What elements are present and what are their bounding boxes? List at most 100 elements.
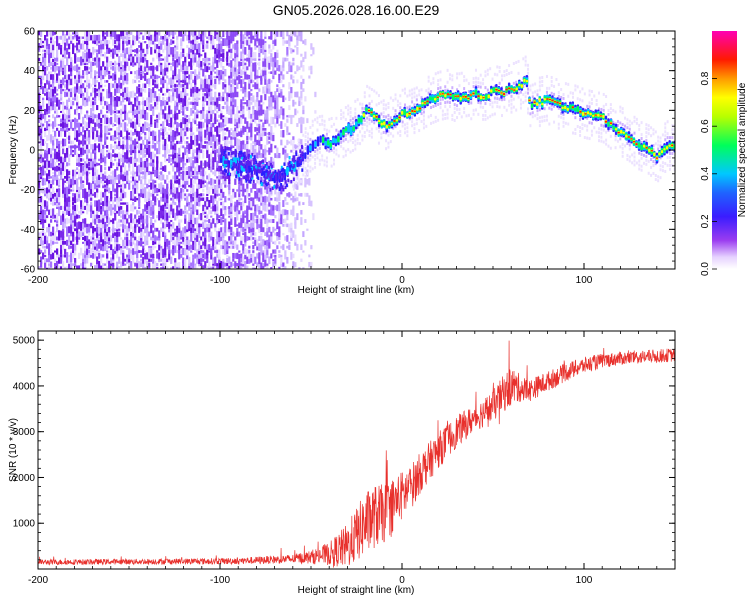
spectrogram-cell [258, 222, 261, 228]
spectrogram-cell [196, 40, 199, 44]
spectrogram-cell [226, 117, 229, 124]
spectrogram-cell [196, 166, 199, 171]
spectrogram-cell [92, 130, 95, 138]
spectrogram-cell [112, 51, 115, 59]
spectrogram-cell [128, 65, 131, 71]
spectrogram-cell [312, 47, 315, 55]
spectrogram-cell [78, 175, 81, 180]
spectrogram-cell [162, 184, 165, 188]
spectrogram-cell [224, 173, 227, 182]
spectrogram-halo-cell [354, 99, 357, 103]
spectrogram-cell [166, 266, 169, 269]
spectrogram-cell [86, 34, 89, 41]
spectrogram-cell [184, 61, 187, 66]
spectrogram-cell [106, 153, 109, 158]
spectrogram-cell [234, 60, 237, 68]
spectrogram-cell [264, 182, 267, 190]
spectrogram-cell [110, 191, 113, 199]
spectrogram-cell [188, 34, 191, 41]
spectrogram-cell [278, 214, 281, 219]
spectrogram-cell [54, 258, 57, 262]
spectrogram-cell [148, 88, 151, 93]
spectrogram-cell [52, 96, 55, 102]
spectrogram-cell [248, 56, 251, 63]
spectrogram-cell [238, 64, 241, 73]
spectrogram-cell [122, 136, 125, 140]
spectrogram-cell [66, 56, 69, 63]
spectrogram-cell [196, 209, 199, 216]
spectrogram-cell [192, 79, 195, 84]
spectrogram-cell [266, 79, 269, 84]
spectrogram-cell [116, 174, 119, 180]
spectrogram-halo-cell [309, 169, 312, 173]
spectrogram-cell [112, 48, 115, 54]
spectrogram-cell [234, 236, 237, 241]
spectrogram-cell [214, 250, 217, 253]
spectrogram-cell [154, 187, 157, 194]
spectrogram-cell [46, 187, 49, 194]
spectrogram-cell [132, 79, 135, 84]
spectrogram-cell [250, 79, 253, 84]
spectrogram-cell [42, 154, 45, 157]
spectrogram-cell [116, 228, 119, 231]
spectrogram-cell [122, 69, 125, 76]
spectrogram-cell [38, 110, 41, 114]
spectrogram-cell [168, 204, 171, 212]
spectrogram-cell [240, 88, 243, 92]
spectrogram-cell [158, 134, 161, 142]
spectrogram-cell [110, 49, 113, 53]
spectrogram-halo-cell [335, 116, 338, 120]
spectrogram-cell [126, 147, 129, 155]
spectrogram-cell [178, 77, 181, 86]
spectrogram-cell [204, 145, 207, 149]
spectrogram-cell [54, 214, 57, 219]
spectrogram-cell [126, 38, 129, 46]
spectrogram-cell [208, 57, 211, 62]
spectrogram-cell [180, 208, 183, 216]
spectrogram-cell [82, 218, 85, 224]
spectrogram-cell [206, 40, 209, 44]
spectrogram-cell [100, 205, 103, 210]
spectrogram-cell [206, 244, 209, 250]
spectrogram-cell [210, 231, 213, 237]
spectrogram-cell [262, 153, 265, 158]
spectrogram-halo-cell [406, 94, 409, 98]
spectrogram-cell [196, 175, 199, 180]
spectrogram-cell [100, 222, 103, 228]
spectrogram-cell [266, 244, 269, 251]
spectrogram-cell [70, 77, 73, 86]
spectrogram-cell [226, 127, 229, 132]
spectrogram-cell [154, 184, 157, 188]
spectrogram-halo-cell [342, 115, 345, 119]
spectrogram-cell [182, 227, 185, 233]
spectrogram-cell [82, 221, 85, 230]
spectrogram-cell [158, 210, 161, 215]
spectrogram-cell [248, 245, 251, 249]
spectrogram-cell [62, 161, 65, 168]
spectrogram-cell [72, 66, 75, 71]
spectrogram-cell [126, 179, 129, 185]
spectrogram-cell [226, 57, 229, 63]
spectrogram-cell [160, 186, 163, 195]
spectrogram-cell [88, 140, 91, 145]
spectrogram-cell [244, 215, 247, 218]
spectrogram-cell [280, 130, 283, 138]
spectrogram-cell [250, 161, 253, 167]
spectrogram-cell [120, 210, 123, 215]
spectrogram-cell [164, 113, 167, 120]
spectrogram-halo-cell [356, 133, 359, 137]
spectrogram-cell [160, 267, 163, 269]
spectrogram-cell [218, 78, 221, 85]
spectrogram-cell [250, 219, 253, 223]
spectrogram-cell [198, 92, 201, 97]
spectrogram-cell [262, 86, 265, 94]
spectrogram-cell [200, 167, 203, 170]
spectrogram-cell [198, 165, 201, 172]
spectrogram-cell [304, 192, 307, 197]
spectrogram-cell [274, 254, 277, 257]
spectrogram-cell [114, 82, 117, 89]
spectrogram-cell [162, 96, 165, 101]
spectrogram-cell [56, 177, 59, 186]
spectrogram-cell [102, 147, 105, 155]
spectrogram-halo-cell [370, 135, 373, 139]
